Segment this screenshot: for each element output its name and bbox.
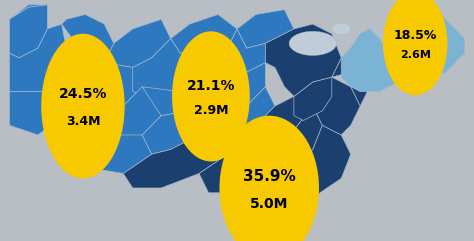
Polygon shape xyxy=(237,106,322,174)
Text: 2.9M: 2.9M xyxy=(194,104,228,117)
Polygon shape xyxy=(104,19,171,67)
Polygon shape xyxy=(9,5,47,19)
Polygon shape xyxy=(9,24,66,92)
Polygon shape xyxy=(265,24,341,96)
Polygon shape xyxy=(237,10,294,48)
Polygon shape xyxy=(142,96,218,154)
Polygon shape xyxy=(294,77,332,120)
Polygon shape xyxy=(351,29,389,72)
Polygon shape xyxy=(294,77,360,135)
Polygon shape xyxy=(218,87,275,130)
Text: 18.5%: 18.5% xyxy=(393,29,437,42)
Polygon shape xyxy=(133,39,199,96)
Ellipse shape xyxy=(332,23,351,35)
Text: 5.0M: 5.0M xyxy=(250,197,288,211)
Text: 24.5%: 24.5% xyxy=(59,87,107,101)
Ellipse shape xyxy=(41,34,125,178)
Ellipse shape xyxy=(219,116,319,241)
Text: 35.9%: 35.9% xyxy=(243,169,296,184)
Polygon shape xyxy=(142,72,218,116)
Polygon shape xyxy=(370,5,465,77)
Polygon shape xyxy=(218,63,265,106)
Polygon shape xyxy=(9,43,81,135)
Polygon shape xyxy=(123,116,237,188)
Polygon shape xyxy=(76,135,152,174)
Ellipse shape xyxy=(383,0,447,95)
Polygon shape xyxy=(199,130,246,193)
Polygon shape xyxy=(341,29,398,92)
Polygon shape xyxy=(199,29,265,77)
Text: 2.6M: 2.6M xyxy=(400,50,431,60)
Polygon shape xyxy=(9,5,47,58)
Polygon shape xyxy=(246,125,351,202)
Polygon shape xyxy=(47,96,104,149)
Polygon shape xyxy=(95,87,161,140)
Ellipse shape xyxy=(172,31,250,161)
Polygon shape xyxy=(171,14,237,53)
Polygon shape xyxy=(71,63,142,116)
Ellipse shape xyxy=(289,31,337,55)
Polygon shape xyxy=(218,96,313,149)
Text: 3.4M: 3.4M xyxy=(66,115,100,128)
Polygon shape xyxy=(62,14,114,67)
Text: 21.1%: 21.1% xyxy=(187,79,235,93)
Polygon shape xyxy=(332,48,370,106)
